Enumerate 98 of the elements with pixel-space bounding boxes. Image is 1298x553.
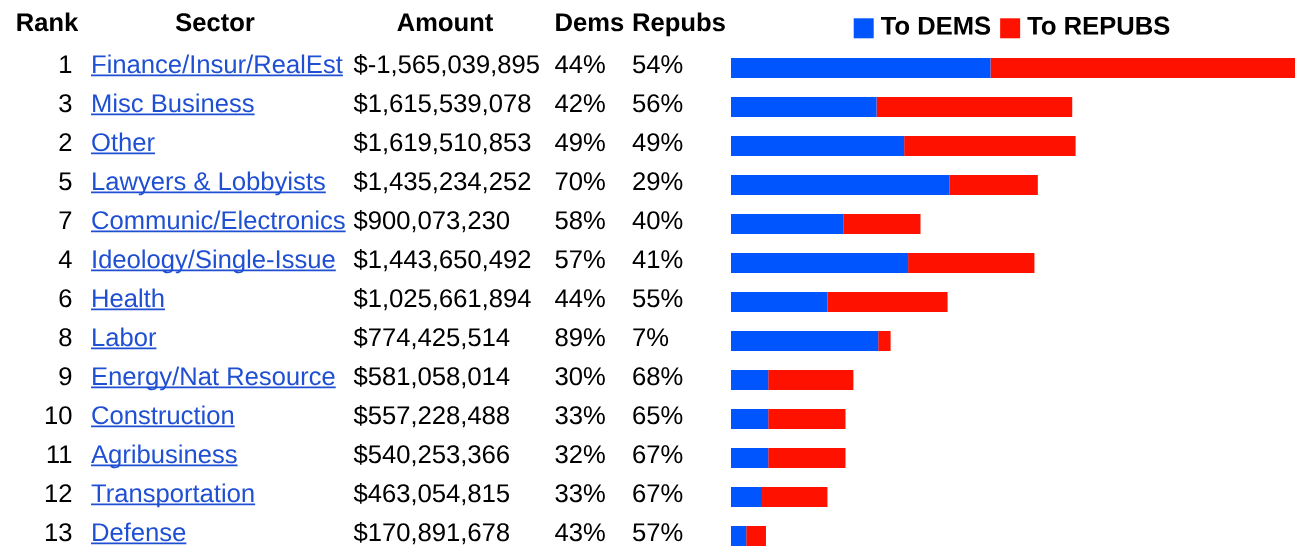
y-tick-label: Defense [93, 522, 186, 542]
bar [768, 370, 854, 390]
text: $1,615,539,078 [353, 93, 531, 116]
text: Rank [17, 12, 79, 32]
text: $1,025,661,894 [353, 288, 531, 311]
bar [731, 448, 769, 468]
bar [731, 136, 905, 156]
text: 11 [47, 445, 72, 463]
bar [990, 58, 1296, 78]
bar [731, 253, 909, 273]
text: 7 [59, 211, 72, 229]
text: 57% [633, 523, 683, 542]
text: 49% [555, 133, 605, 152]
text: 67% [633, 484, 683, 503]
bar [731, 175, 950, 195]
text: 10 [45, 406, 72, 425]
y-tick-label: Energy/Nat Resource [93, 366, 335, 391]
y-tick-label: Misc Business [93, 93, 254, 113]
text: 68% [633, 367, 683, 386]
text: 43% [555, 523, 605, 542]
bar [731, 370, 769, 390]
y-tick-label: Lawyers & Lobbyists [93, 171, 325, 196]
text: 58% [555, 211, 605, 230]
bar [731, 487, 763, 507]
bar [731, 526, 747, 546]
text: 55% [633, 289, 683, 308]
bar [731, 214, 844, 234]
bar [843, 214, 921, 234]
legend-label: To DEMS [880, 16, 991, 35]
text: $581,058,014 [353, 366, 510, 389]
text: 70% [555, 172, 605, 191]
y-tick-label: Finance/Insur/RealEst [93, 54, 343, 74]
text: 12 [45, 484, 72, 502]
text: 30% [555, 367, 605, 386]
text: Amount [397, 13, 494, 32]
y-tick-label: Transportation [91, 483, 254, 508]
text: 40% [632, 211, 683, 230]
text: $900,073,230 [353, 210, 510, 233]
text: $170,891,678 [353, 522, 509, 545]
text: 5 [59, 172, 72, 191]
text: $1,619,510,853 [353, 132, 531, 155]
text: Dems [556, 13, 624, 32]
text: 4 [58, 250, 72, 268]
legend-label: To REPUBS [1027, 16, 1170, 35]
text: 33% [555, 484, 605, 503]
text: $463,054,815 [353, 483, 510, 506]
bar [949, 175, 1038, 195]
bar [731, 58, 991, 78]
bar [731, 97, 877, 117]
bar [762, 487, 828, 507]
text: 89% [555, 328, 605, 347]
bar [768, 448, 846, 468]
bar [746, 526, 766, 546]
text: $540,253,366 [353, 444, 509, 467]
bar [731, 292, 828, 312]
bar [878, 331, 891, 351]
text: 6 [59, 289, 72, 308]
bar [908, 253, 1035, 273]
text: 3 [59, 94, 72, 113]
text: 67% [633, 445, 683, 464]
text: $-1,565,039,895 [353, 54, 539, 77]
y-tick-label: Construction [92, 405, 234, 425]
bar [876, 97, 1073, 117]
text: 33% [555, 406, 605, 425]
y-tick-label: Health [93, 288, 164, 308]
bar [827, 292, 948, 312]
y-axis-title: Sector [175, 13, 255, 32]
text: 57% [555, 250, 605, 269]
y-tick-label: Agribusiness [91, 444, 237, 469]
bar [904, 136, 1076, 156]
text: 8 [59, 328, 72, 347]
text: 49% [632, 133, 683, 152]
bar [768, 409, 846, 429]
text: $774,425,514 [353, 327, 510, 350]
y-tick-label: Ideology/Single-Issue [93, 249, 335, 274]
text: 54% [633, 55, 683, 74]
text: 56% [633, 94, 683, 113]
text: 7% [633, 328, 669, 347]
text: $1,443,650,492 [353, 249, 531, 272]
bar [731, 331, 879, 351]
text: 42% [555, 94, 605, 113]
text: 41% [632, 250, 683, 269]
text: 9 [59, 367, 72, 386]
text: 13 [45, 523, 72, 542]
text: 2 [59, 133, 72, 151]
y-tick-label: Communic/Electronics [92, 210, 345, 230]
text: 32% [555, 445, 605, 464]
bar [731, 409, 769, 429]
y-tick-label: Labor [93, 327, 157, 347]
text: 65% [633, 406, 683, 425]
text: 44% [555, 289, 605, 308]
text: 1 [60, 55, 72, 73]
text: Repubs [633, 12, 725, 37]
text: $1,435,234,252 [353, 171, 531, 194]
text: 29% [633, 172, 683, 191]
text: $557,228,488 [353, 405, 509, 428]
text: 44% [555, 55, 605, 74]
y-tick-label: Other [92, 132, 155, 152]
